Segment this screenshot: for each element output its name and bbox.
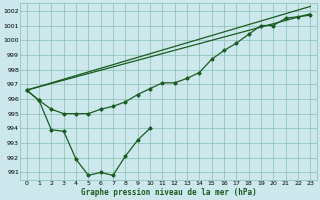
X-axis label: Graphe pression niveau de la mer (hPa): Graphe pression niveau de la mer (hPa): [81, 188, 256, 197]
